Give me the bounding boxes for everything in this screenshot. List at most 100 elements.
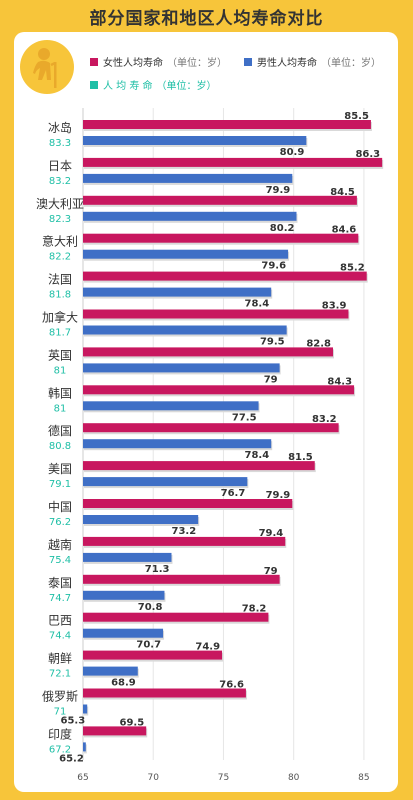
male-value-label: 78.4	[245, 299, 270, 310]
female-value-label: 86.3	[355, 149, 380, 160]
female-value-label: 85.5	[344, 111, 369, 122]
male-bar	[83, 552, 172, 562]
overall-value-label: 82.3	[49, 214, 71, 225]
female-bar	[83, 271, 367, 281]
female-value-label: 83.9	[322, 301, 347, 312]
male-bar	[83, 363, 280, 373]
male-value-label: 78.4	[245, 450, 270, 461]
legend-female: 女性人均寿命 （单位：岁）	[90, 54, 227, 69]
male-value-label: 65.2	[59, 753, 84, 764]
male-value-label: 71.3	[145, 564, 170, 575]
female-bar	[83, 347, 334, 357]
male-value-label: 79.5	[260, 337, 285, 348]
male-value-label: 79.9	[266, 185, 291, 196]
category-label: 意大利	[42, 234, 78, 249]
legend-male-swatch	[244, 57, 252, 66]
overall-value-label: 80.8	[49, 441, 71, 452]
overall-value-label: 82.2	[49, 252, 71, 263]
male-value-label: 68.9	[111, 678, 136, 689]
female-value-label: 84.3	[327, 376, 352, 387]
legend-female-swatch	[90, 57, 98, 66]
x-tick-label: 85	[358, 773, 369, 783]
legend-overall-label: 人 均 寿 命	[103, 81, 153, 92]
x-tick-label: 70	[148, 773, 160, 783]
overall-value-label: 83.3	[49, 138, 71, 149]
female-value-label: 69.5	[120, 717, 145, 728]
overall-value-label: 72.1	[49, 669, 71, 680]
female-bar	[83, 195, 357, 205]
male-bar	[83, 742, 86, 752]
male-value-label: 73.2	[171, 526, 196, 537]
male-value-label: 77.5	[232, 412, 257, 423]
female-bar	[83, 309, 349, 319]
x-tick-label: 65	[77, 773, 88, 783]
category-label: 澳大利亚	[36, 197, 84, 211]
male-bar	[83, 249, 289, 259]
overall-value-label: 75.4	[49, 555, 71, 566]
overall-value-label: 81	[54, 403, 67, 414]
x-tick-label: 80	[288, 773, 300, 783]
male-bar	[83, 590, 165, 600]
male-bar	[83, 211, 297, 221]
female-value-label: 79.4	[259, 528, 284, 539]
female-value-label: 84.6	[332, 225, 357, 236]
category-label: 德国	[48, 423, 72, 438]
category-label: 英国	[48, 348, 72, 362]
female-value-label: 79.9	[266, 490, 291, 501]
male-bar	[83, 401, 259, 411]
female-value-label: 84.5	[330, 187, 355, 198]
overall-value-label: 71	[54, 707, 67, 718]
female-bar	[83, 650, 223, 660]
overall-value-label: 74.7	[49, 593, 71, 604]
category-label: 泰国	[48, 576, 72, 590]
female-value-label: 85.2	[340, 263, 365, 274]
chart-title: 部分国家和地区人均寿命对比	[89, 9, 324, 29]
overall-value-label: 83.2	[49, 176, 71, 187]
category-label: 印度	[48, 726, 72, 741]
female-bar	[83, 385, 355, 395]
category-label: 法国	[48, 273, 72, 287]
female-bar	[83, 157, 383, 167]
male-value-label: 70.7	[136, 640, 161, 651]
male-value-label: 80.2	[270, 223, 295, 234]
male-bar	[83, 477, 248, 487]
overall-value-label: 67.2	[49, 744, 71, 755]
female-bar	[83, 726, 147, 736]
overall-value-label: 76.2	[49, 517, 71, 528]
category-label: 巴西	[48, 614, 72, 628]
female-value-label: 74.9	[195, 642, 220, 653]
male-bar	[83, 287, 272, 297]
male-bar	[83, 173, 293, 183]
female-bar	[83, 536, 286, 546]
x-tick-label: 75	[218, 773, 229, 783]
overall-value-label: 81.8	[49, 290, 71, 301]
male-value-label: 79.6	[261, 261, 286, 272]
legend-male-unit: （单位：岁）	[321, 58, 381, 69]
female-bar	[83, 461, 315, 471]
male-value-label: 79	[264, 374, 278, 385]
male-value-label: 65.3	[61, 716, 86, 727]
male-bar	[83, 439, 272, 449]
overall-value-label: 74.4	[49, 631, 71, 642]
male-value-label: 76.7	[221, 488, 246, 499]
male-bar	[83, 515, 199, 524]
male-bar	[83, 704, 88, 714]
elderly-person-icon	[20, 40, 74, 94]
category-label: 冰岛	[48, 120, 72, 135]
female-bar	[83, 423, 339, 433]
legend-male-label: 男性人均寿命	[257, 58, 317, 69]
label-column	[28, 108, 80, 760]
overall-value-label: 81.7	[49, 328, 71, 339]
overall-value-label: 79.1	[49, 479, 71, 490]
female-value-label: 83.2	[312, 414, 337, 425]
female-bar	[83, 574, 280, 584]
category-label: 加拿大	[42, 310, 78, 325]
male-bar	[83, 666, 138, 676]
female-value-label: 79	[264, 566, 278, 577]
male-bar	[83, 628, 164, 638]
female-bar	[83, 499, 293, 508]
male-bar	[83, 136, 307, 145]
female-value-label: 82.8	[306, 338, 331, 349]
